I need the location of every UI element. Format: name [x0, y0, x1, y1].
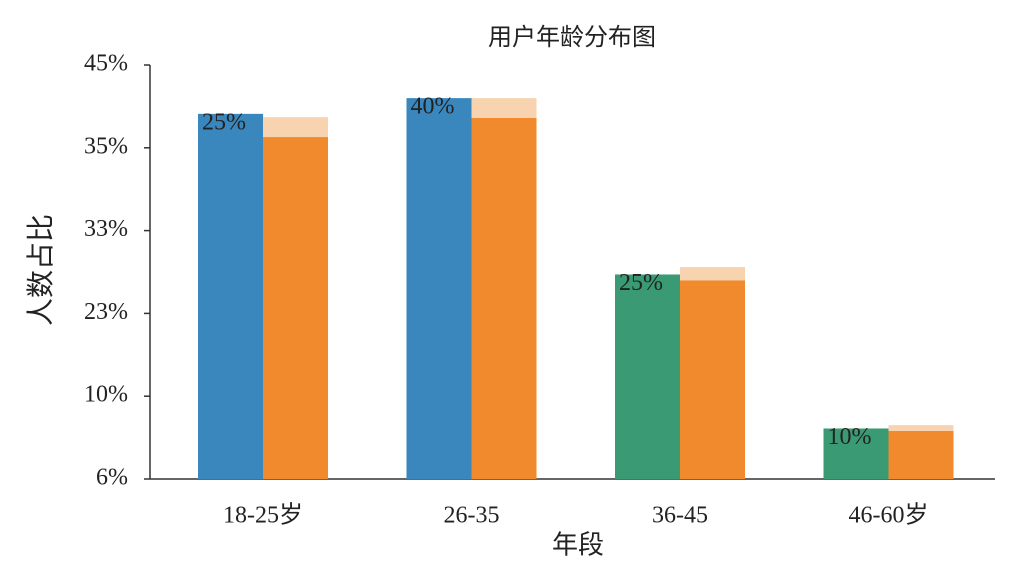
y-tick-label: 33% [84, 216, 128, 242]
y-axis-label: 人数占比 [24, 214, 57, 326]
bar [198, 113, 263, 480]
bar-cap [888, 425, 954, 431]
bar-annotation: 25% [619, 270, 663, 296]
bar [263, 137, 328, 479]
bar [406, 98, 472, 480]
y-tick-label: 23% [84, 299, 128, 325]
x-axis-label: 年段 [552, 531, 604, 561]
y-tick-label: 35% [84, 133, 128, 159]
bar [888, 430, 954, 479]
bar-cap [680, 267, 745, 281]
bar [471, 117, 537, 479]
x-tick-label: 26-35 [444, 503, 500, 529]
bar [615, 274, 680, 479]
y-tick-label: 6% [96, 465, 128, 491]
bar-cap [471, 98, 537, 118]
x-tick-label: 36-45 [652, 503, 708, 529]
bar-annotation: 25% [202, 109, 246, 135]
y-tick-label: 10% [84, 382, 128, 408]
bar [680, 280, 745, 479]
bar [823, 428, 889, 479]
x-tick-label: 18-25岁 [223, 502, 303, 529]
bar-annotation: 40% [411, 94, 455, 120]
bar-cap [263, 117, 328, 138]
x-tick-label: 46-60岁 [849, 502, 929, 529]
bar-annotation: 10% [828, 424, 872, 450]
y-tick-label: 45% [84, 51, 128, 77]
chart-title: 用户年龄分布图 [488, 23, 656, 51]
